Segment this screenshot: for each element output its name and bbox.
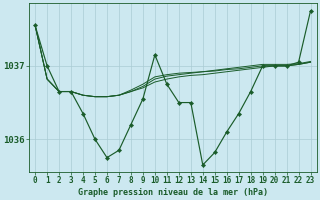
X-axis label: Graphe pression niveau de la mer (hPa): Graphe pression niveau de la mer (hPa) <box>78 188 268 197</box>
